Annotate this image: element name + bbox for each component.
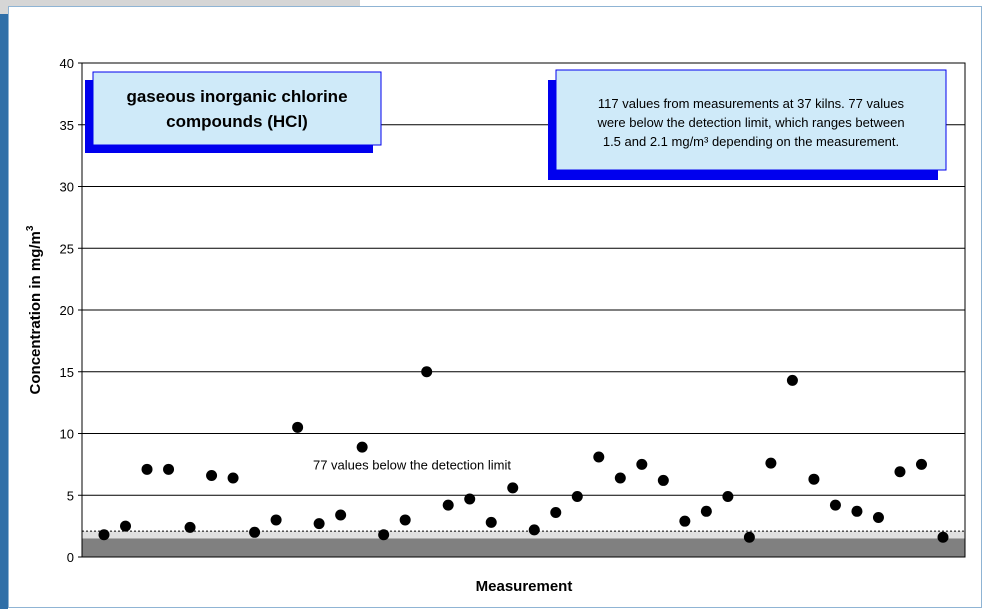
y-tick-label: 10 <box>60 427 74 442</box>
data-point <box>657 474 669 486</box>
data-point <box>550 507 562 519</box>
info-line-3: 1.5 and 2.1 mg/m³ depending on the measu… <box>603 134 899 149</box>
svg-text:Concentration in mg/m3: Concentration in mg/m3 <box>25 225 44 394</box>
y-axis-title-main: Concentration in mg/m <box>27 231 44 394</box>
data-point <box>464 493 476 505</box>
data-point <box>184 521 196 533</box>
data-point <box>249 526 261 538</box>
y-axis-title: Concentration in mg/m3 <box>25 225 44 394</box>
data-point <box>292 421 304 433</box>
data-point <box>442 499 454 511</box>
y-tick-label: 40 <box>60 56 74 71</box>
data-point <box>98 529 110 541</box>
data-point <box>270 514 282 526</box>
data-point <box>743 531 755 543</box>
data-point <box>679 515 691 527</box>
y-tick-label: 25 <box>60 241 74 256</box>
data-point <box>808 473 820 485</box>
y-axis-ticks: 0 5 10 15 20 25 30 35 40 <box>60 56 82 565</box>
detection-limit-label: 77 values below the detection limit <box>313 457 511 472</box>
data-point <box>851 505 863 517</box>
data-point <box>206 469 218 481</box>
title-line-2: compounds (HCl) <box>166 112 308 131</box>
data-point <box>765 457 777 469</box>
title-box-panel <box>92 71 382 146</box>
info-line-1: 117 values from measurements at 37 kilns… <box>598 96 905 111</box>
y-tick-label: 35 <box>60 118 74 133</box>
data-point <box>571 490 583 502</box>
data-point <box>141 463 153 475</box>
data-point <box>786 374 798 386</box>
y-tick-label: 15 <box>60 365 74 380</box>
y-tick-label: 5 <box>67 488 74 503</box>
below-detection-band <box>82 538 965 557</box>
info-box: 117 values from measurements at 37 kilns… <box>548 69 947 180</box>
data-point <box>378 529 390 541</box>
data-point <box>915 458 927 470</box>
data-points <box>98 366 949 543</box>
detection-range-band <box>82 531 965 539</box>
data-point <box>335 509 347 521</box>
data-point <box>829 499 841 511</box>
left-accent-band <box>0 0 8 609</box>
data-point <box>700 505 712 517</box>
title-box: gaseous inorganic chlorine compounds (HC… <box>85 71 382 153</box>
data-point <box>872 511 884 523</box>
data-point <box>614 472 626 484</box>
data-point <box>485 516 497 528</box>
data-point <box>120 520 132 532</box>
y-tick-label: 20 <box>60 303 74 318</box>
data-point <box>313 518 325 530</box>
data-point <box>227 472 239 484</box>
data-point <box>528 524 540 536</box>
data-point <box>399 514 411 526</box>
x-axis-title: Measurement <box>476 578 573 595</box>
data-point <box>636 458 648 470</box>
info-line-2: were below the detection limit, which ra… <box>596 115 904 130</box>
data-point <box>937 531 949 543</box>
data-point <box>163 463 175 475</box>
data-point <box>894 466 906 478</box>
info-box-panel <box>555 69 947 171</box>
data-point <box>356 441 368 453</box>
data-point <box>421 366 433 378</box>
y-tick-label: 0 <box>67 550 74 565</box>
data-point <box>593 451 605 463</box>
data-point <box>722 490 734 502</box>
y-axis-title-superscript: 3 <box>25 225 36 231</box>
title-line-1: gaseous inorganic chlorine <box>126 87 347 106</box>
y-tick-label: 30 <box>60 180 74 195</box>
data-point <box>507 482 519 494</box>
